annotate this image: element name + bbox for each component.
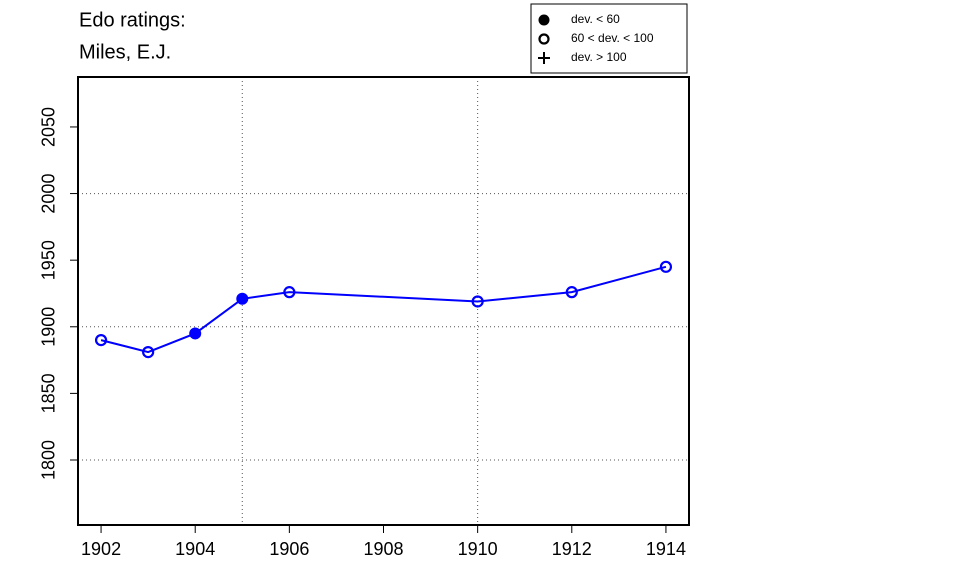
legend-symbol <box>538 52 550 64</box>
y-tick-label: 2050 <box>39 107 59 147</box>
marker <box>471 295 484 308</box>
marker <box>659 260 673 273</box>
chart-subtitle: Miles, E.J. <box>79 41 171 63</box>
legend-symbol <box>538 14 550 26</box>
legend-label: dev. > 100 <box>571 50 627 64</box>
data-line <box>100 265 667 354</box>
x-tick-label: 1912 <box>552 539 592 559</box>
y-tick-label: 1800 <box>39 440 59 480</box>
y-tick-label: 2000 <box>39 174 59 214</box>
marker <box>565 286 578 299</box>
legend-box <box>530 3 688 74</box>
y-tick-label: 1950 <box>39 240 59 280</box>
marker <box>236 292 249 305</box>
x-tick-label: 1906 <box>269 539 309 559</box>
chart-title: Edo ratings: <box>79 9 186 31</box>
legend-symbol <box>538 33 550 45</box>
x-tick-label: 1910 <box>458 539 498 559</box>
plot-frame <box>77 76 690 526</box>
marker <box>283 286 296 299</box>
marker <box>189 327 202 340</box>
y-tick-label: 1900 <box>39 307 59 347</box>
marker <box>94 333 108 347</box>
legend-label: 60 < dev. < 100 <box>571 31 654 45</box>
x-tick-label: 1902 <box>81 539 121 559</box>
x-tick-label: 1904 <box>175 539 215 559</box>
marker <box>142 345 155 359</box>
x-tick-label: 1914 <box>646 539 686 559</box>
y-tick-label: 1850 <box>39 373 59 413</box>
x-tick-label: 1908 <box>363 539 403 559</box>
legend-label: dev. < 60 <box>571 12 620 26</box>
